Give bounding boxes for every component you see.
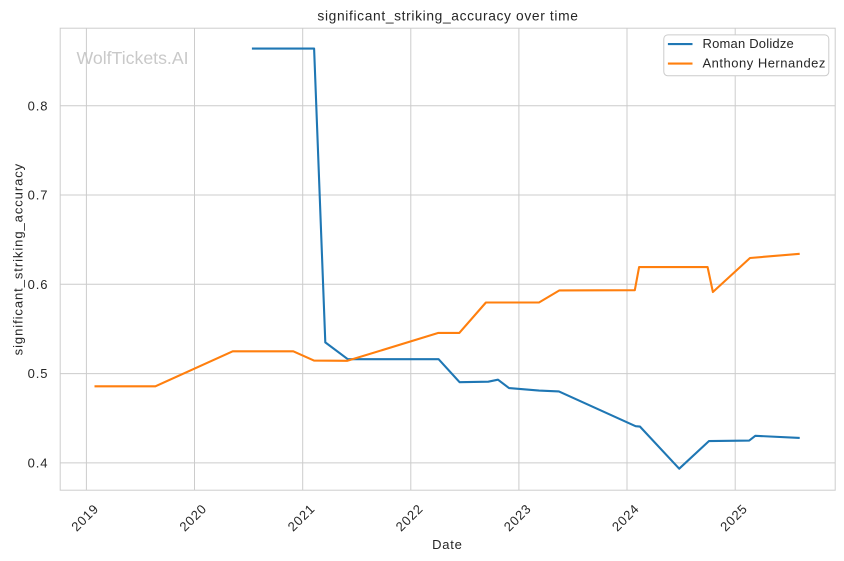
svg-text:WolfTickets.AI: WolfTickets.AI [77, 48, 189, 68]
svg-text:significant_striking_accuracy: significant_striking_accuracy over time [317, 8, 578, 23]
svg-text:0.5: 0.5 [28, 366, 49, 381]
svg-text:0.4: 0.4 [28, 456, 49, 471]
svg-text:0.7: 0.7 [28, 188, 49, 203]
svg-text:Anthony Hernandez: Anthony Hernandez [703, 56, 826, 71]
svg-text:0.8: 0.8 [28, 98, 49, 113]
svg-text:significant_striking_accuracy: significant_striking_accuracy [11, 163, 26, 355]
svg-text:Date: Date [432, 537, 462, 552]
svg-text:Roman Dolidze: Roman Dolidze [703, 36, 794, 51]
svg-text:0.6: 0.6 [28, 277, 49, 292]
